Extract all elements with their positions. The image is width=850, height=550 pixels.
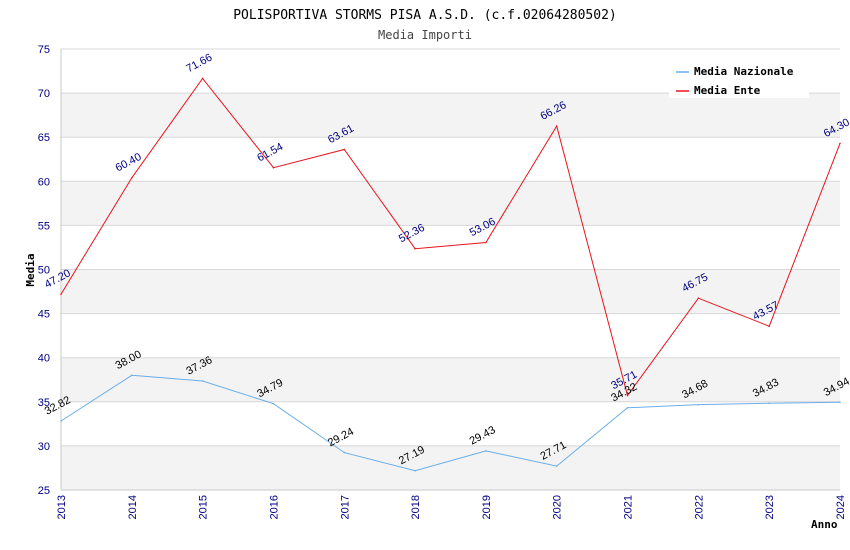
x-tick-label: 2019	[481, 495, 493, 519]
grid-band	[61, 225, 840, 270]
x-tick-label: 2020	[552, 495, 564, 519]
y-tick-label: 50	[38, 265, 50, 277]
legend-label-media-nazionale: Media Nazionale	[694, 65, 794, 78]
grid-band	[61, 445, 840, 490]
x-tick-label: 2023	[764, 495, 776, 519]
grid-band	[61, 181, 840, 226]
y-tick-label: 35	[38, 397, 50, 409]
x-axis-label: Anno	[811, 518, 838, 531]
legend: Media Nazionale Media Ente	[669, 60, 809, 98]
data-point-media-ente	[839, 142, 841, 145]
data-point-media-ente	[60, 293, 62, 295]
series-line-media-nazionale	[60, 374, 841, 472]
data-point-media-ente	[343, 148, 346, 151]
y-tick-label: 25	[38, 485, 50, 497]
series-lines	[60, 77, 841, 472]
y-tick-label: 65	[38, 132, 50, 144]
x-tick-label: 2013	[56, 495, 68, 519]
data-point-media-ente	[272, 166, 275, 169]
grid-band	[61, 401, 840, 446]
data-point-media-ente	[555, 125, 558, 127]
data-point-media-ente	[697, 297, 700, 299]
x-tick-label: 2017	[339, 495, 351, 519]
data-point-media-ente	[485, 241, 487, 244]
y-axis-label: Media	[24, 253, 37, 286]
grid-band	[61, 357, 840, 402]
grid-band	[61, 137, 840, 182]
chart-title: POLISPORTIVA STORMS PISA A.S.D. (c.f.020…	[233, 8, 617, 23]
grid-band	[61, 93, 840, 138]
x-tick-label: 2018	[410, 495, 422, 519]
data-point-media-ente	[626, 394, 629, 397]
y-tick-label: 30	[38, 441, 50, 453]
legend-label-media-ente: Media Ente	[694, 84, 761, 97]
series-line-media-ente	[60, 77, 841, 397]
grid-band	[61, 269, 840, 314]
data-point-media-ente	[768, 325, 770, 328]
data-point-media-nazionale	[414, 469, 416, 472]
x-tick-label: 2022	[693, 495, 705, 519]
data-point-media-nazionale	[555, 465, 558, 467]
data-point-media-nazionale	[272, 402, 275, 405]
data-point-media-nazionale	[201, 380, 204, 382]
data-point-media-nazionale	[626, 406, 629, 409]
legend-box	[669, 60, 809, 98]
x-tick-label: 2014	[127, 495, 139, 519]
data-point-media-ente	[131, 176, 133, 179]
x-axis: 2013 2014 2015 2016 2017 2018 2019 2020 2021 2022…	[56, 495, 847, 519]
x-tick-label: 2024	[835, 495, 847, 519]
y-tick-label: 70	[38, 88, 50, 100]
data-point-media-ente	[414, 247, 416, 250]
y-tick-label: 55	[38, 220, 50, 232]
x-tick-label: 2015	[198, 495, 210, 519]
data-point-media-nazionale	[839, 401, 841, 404]
x-tick-label: 2016	[268, 495, 280, 519]
chart-subtitle: Media Importi	[378, 28, 472, 42]
data-point-media-nazionale	[768, 402, 770, 405]
y-tick-label: 45	[38, 309, 50, 321]
x-tick-label: 2021	[623, 495, 635, 519]
y-axis: 25 30 35 40 45 50 55 60 65 70 75	[38, 44, 50, 497]
data-point-media-ente	[201, 77, 204, 80]
y-tick-label: 40	[38, 353, 50, 365]
data-point-media-nazionale	[60, 420, 62, 422]
data-point-media-nazionale	[485, 450, 487, 452]
plot-background	[60, 48, 840, 491]
data-point-media-nazionale	[697, 403, 700, 406]
grid-band	[61, 313, 840, 358]
data-point-media-nazionale	[131, 374, 133, 377]
y-tick-label: 75	[38, 44, 50, 56]
data-point-media-nazionale	[343, 451, 346, 454]
y-tick-label: 60	[38, 176, 50, 188]
